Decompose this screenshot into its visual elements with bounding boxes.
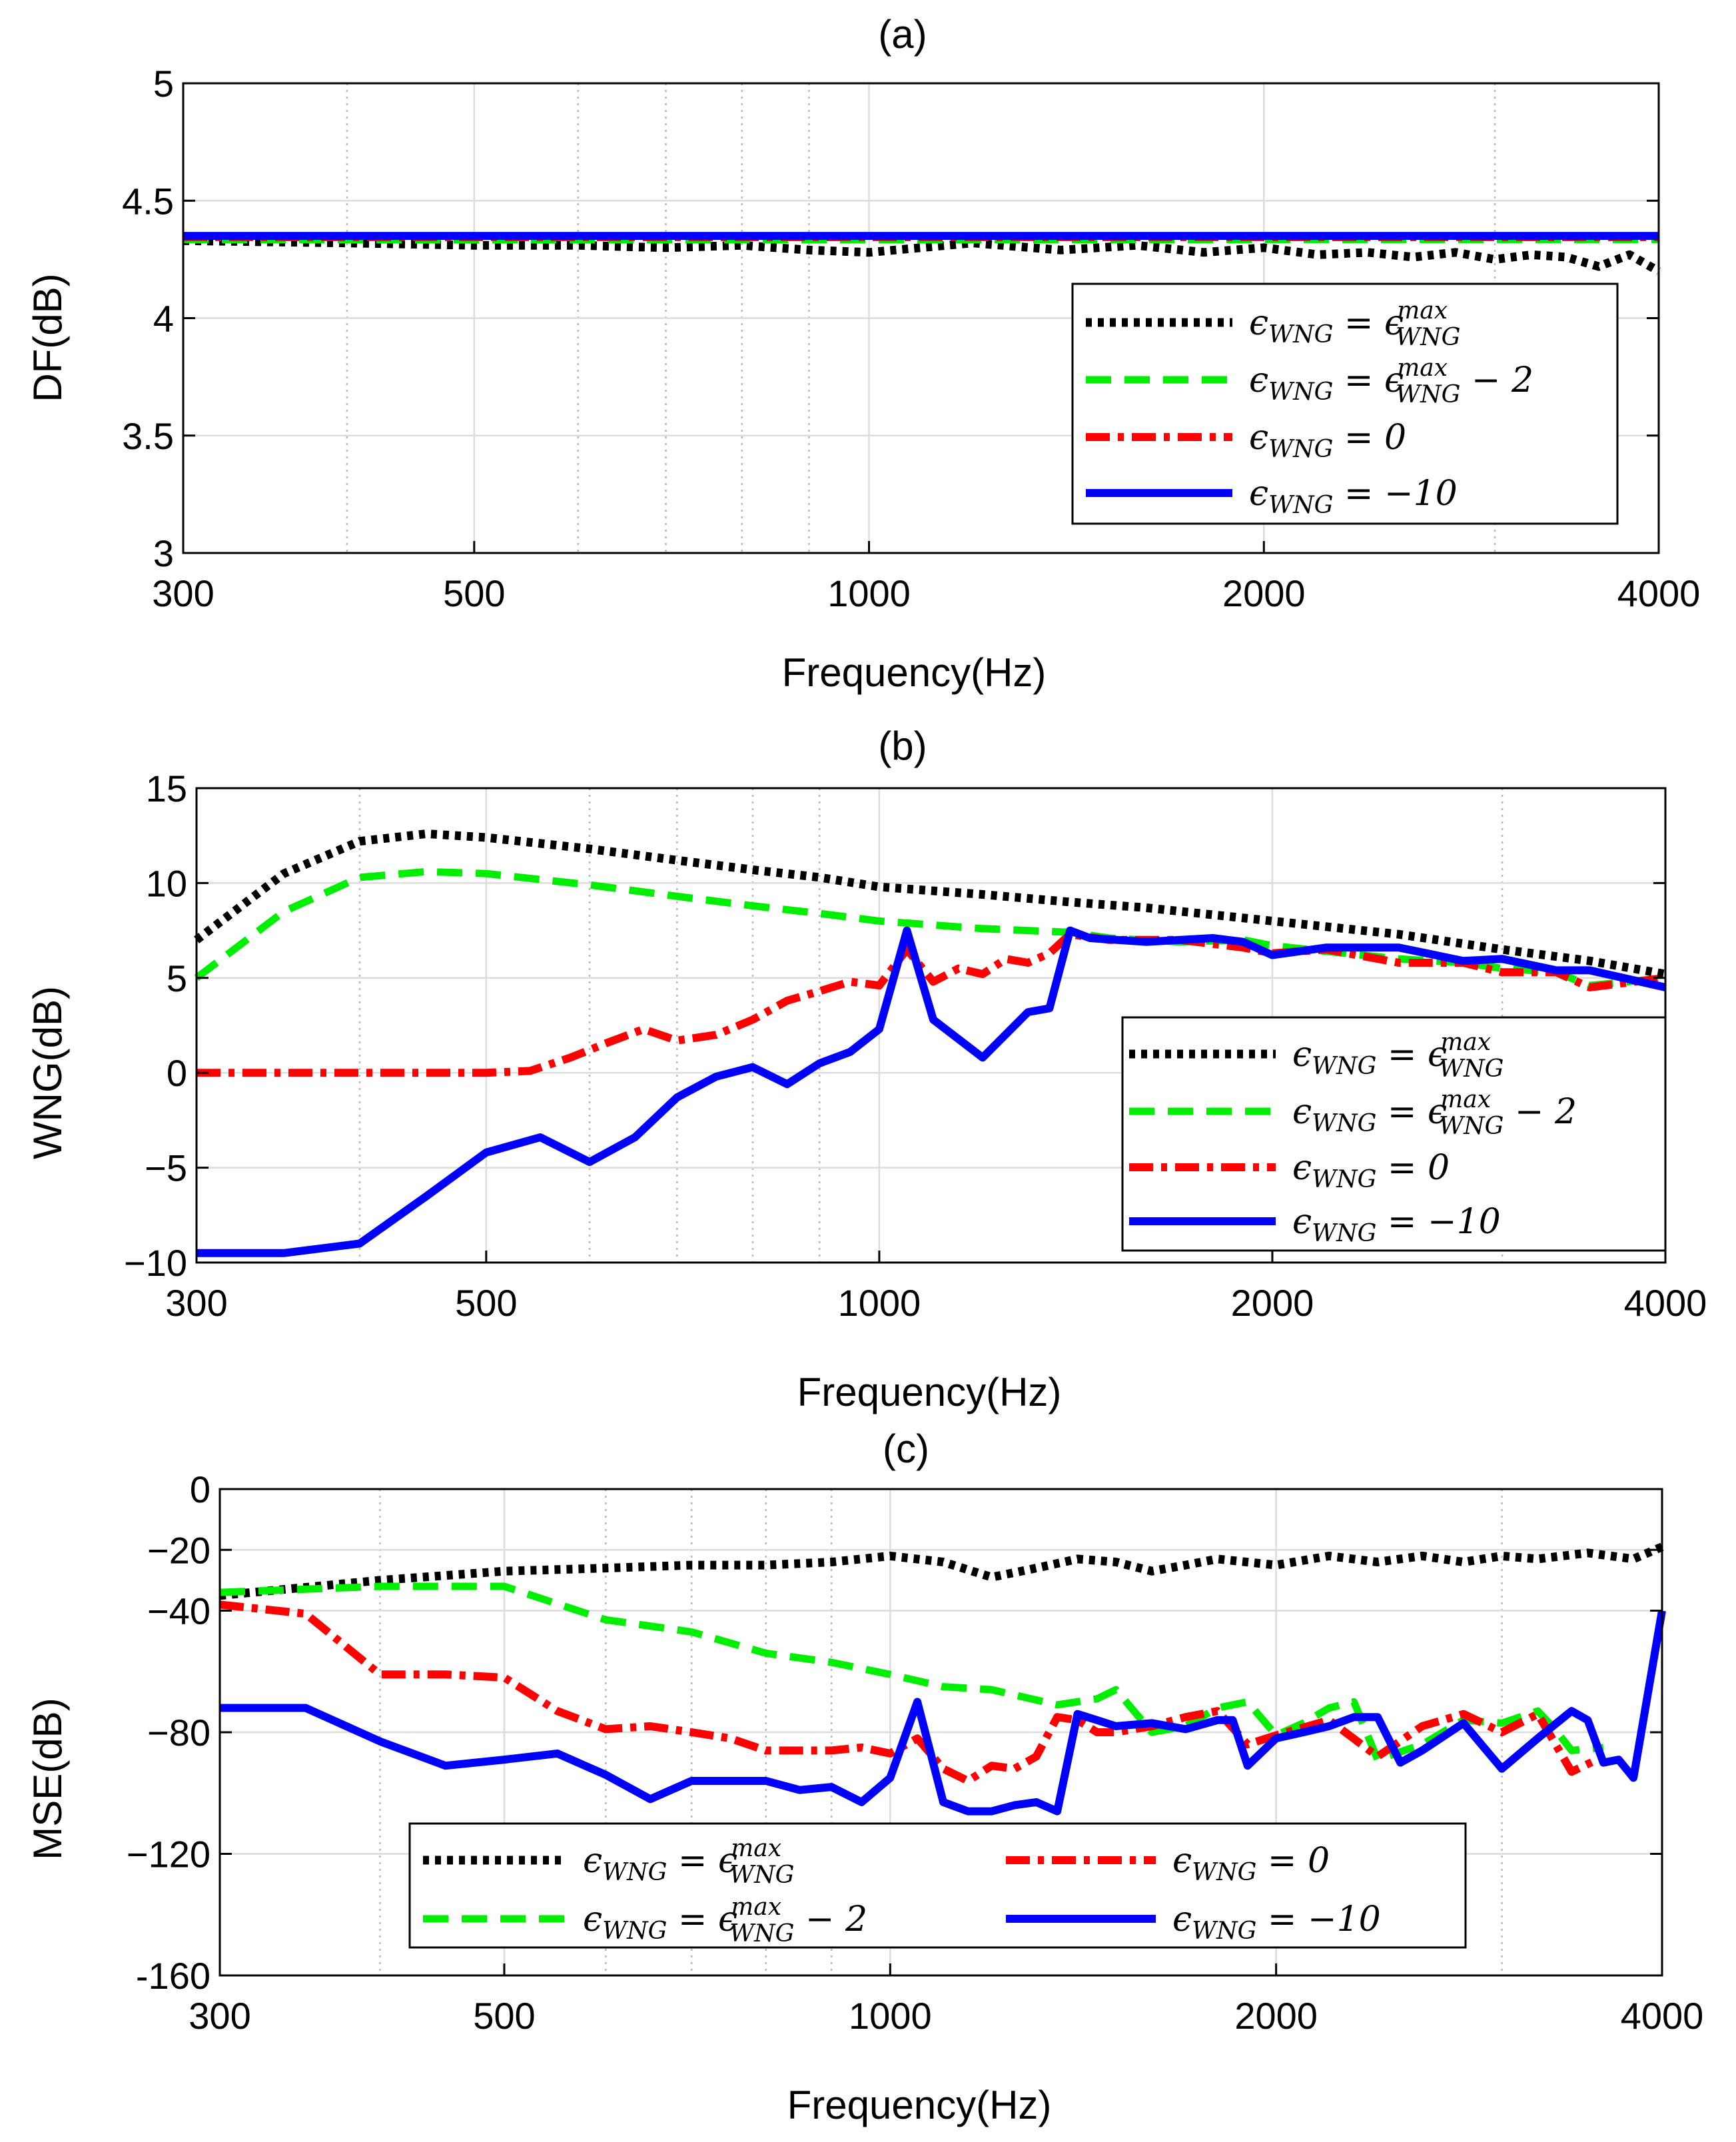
panel-b-series-wng-0 [197,930,1666,1077]
panel-b-y-tick-label: −10 [124,1242,187,1284]
panel-c-series-wng-minus-10 [220,1610,1666,1816]
panel-a-legend-label-wng-max: ϵWNG = ϵmax WNG [1249,297,1460,351]
panel-a-y-tick-label: 4 [153,298,174,340]
panel-a-y-tick-label: 5 [153,63,174,105]
panel-b-xlabel: Frequency(Hz) [797,1370,1062,1414]
panel-c-title: (c) [883,1426,929,1471]
panel-a-x-tick-label: 300 [152,572,214,614]
panel-c-y-tick-label: −80 [147,1712,211,1754]
panel-b-legend-label-wng-max-minus-2: ϵWNG = ϵmax WNG − 2 [1292,1086,1577,1140]
panel-a-legend-label-wng-minus-10: ϵWNG = −10 [1249,474,1458,519]
panel-a-legend-label-wng-max-minus-2: ϵWNG = ϵmax WNG − 2 [1249,354,1533,408]
panel-b-y-tick-label: 5 [167,957,187,999]
panel-a-legend-label-wng-0: ϵWNG = 0 [1249,418,1406,463]
panel-c-series-wng-0 [219,1600,1605,1785]
panel-b-y-tick-label: −5 [145,1147,187,1189]
panel-c-x-tick-label: 300 [189,1995,250,2037]
panel-b-title: (b) [878,724,927,768]
panel-c-legend-label-wng-max-minus-2: ϵWNG = ϵmax WNG − 2 [583,1893,867,1947]
panel-b-x-tick-label: 300 [165,1282,227,1324]
panel-b-series-wng-minus-10 [197,926,1667,1257]
panel-c-legend-label-wng-minus-10: ϵWNG = −10 [1172,1899,1381,1945]
panel-c-x-tick-label: 500 [473,1995,535,2037]
panel-c-y-tick-label: −120 [127,1834,211,1875]
panel-c-legend-label-wng-max: ϵWNG = ϵmax WNG [583,1835,794,1889]
panel-c-x-tick-label: 2000 [1234,1995,1318,2037]
panel-b-ylabel: WNG(dB) [25,986,70,1159]
panel-b: (b) Frequency(Hz) WNG(dB) 300 500 1000 2000… [25,724,1707,1414]
panel-b-y-tick-label: 15 [146,768,187,809]
panel-a-x-tick-label: 2000 [1222,572,1306,614]
panel-b-x-tick-label: 1000 [838,1282,921,1324]
panel-b-y-tick-label: 10 [146,862,187,904]
panel-b-x-tick-label: 2000 [1231,1282,1314,1324]
panel-b-legend: ϵWNG = ϵmax WNG ϵWNG = ϵmax WNG − 2 ϵWNG =… [1121,1016,1667,1252]
panel-a-x-tick-label: 4000 [1617,572,1701,614]
panel-a-legend: ϵWNG = ϵmax WNG ϵWNG = ϵmax WNG − 2 ϵWNG =… [1071,282,1619,525]
panel-a-series-wng-max [183,236,1661,275]
panel-b-x-tick-label: 500 [455,1282,517,1324]
panel-a-y-tick-label: 3 [153,532,174,574]
panel-b-legend-label-wng-0: ϵWNG = 0 [1292,1148,1450,1193]
panel-a-x-tick-label: 1000 [827,572,911,614]
panel-b-legend-label-wng-minus-10: ϵWNG = −10 [1292,1202,1501,1247]
panel-c-y-tick-label: -160 [136,1955,211,1997]
panel-a-title: (a) [878,12,927,57]
panel-a-y-tick-label: 3.5 [122,415,174,457]
panel-c-x-tick-label: 4000 [1621,1995,1704,2037]
panel-c-series-wng-max [219,1542,1664,1600]
panel-a: (a) Frequency(Hz) DF(dB) 300 500 1000 2000 4… [25,12,1700,695]
panel-c-y-tick-label: −20 [147,1529,211,1571]
panel-b-legend-label-wng-max: ϵWNG = ϵmax WNG [1292,1029,1504,1083]
panel-c-ylabel: MSE(dB) [25,1698,70,1860]
panel-b-x-tick-label: 4000 [1624,1282,1707,1324]
panel-c: (c) Frequency(Hz) MSE(dB) 300 500 1000 2000… [25,1426,1703,2127]
panel-c-x-tick-label: 1000 [849,1995,932,2037]
panel-a-x-tick-label: 500 [443,572,505,614]
panel-c-y-tick-label: 0 [190,1468,211,1510]
panel-a-ylabel: DF(dB) [25,273,70,402]
panel-c-legend: ϵWNG = ϵmax WNG ϵWNG = ϵmax WNG − 2 ϵWNG =… [408,1822,1467,1949]
panel-b-series-wng-max [194,829,1667,979]
panel-c-legend-label-wng-0: ϵWNG = 0 [1172,1841,1330,1886]
panel-b-legend-box [1121,1016,1667,1252]
panel-c-xlabel: Frequency(Hz) [787,2083,1052,2127]
panel-c-y-tick-label: −40 [147,1590,211,1632]
panel-a-xlabel: Frequency(Hz) [782,650,1047,695]
panel-c-legend-box [408,1822,1467,1949]
panel-a-y-tick-label: 4.5 [122,180,174,222]
panel-b-y-tick-label: 0 [167,1052,187,1094]
